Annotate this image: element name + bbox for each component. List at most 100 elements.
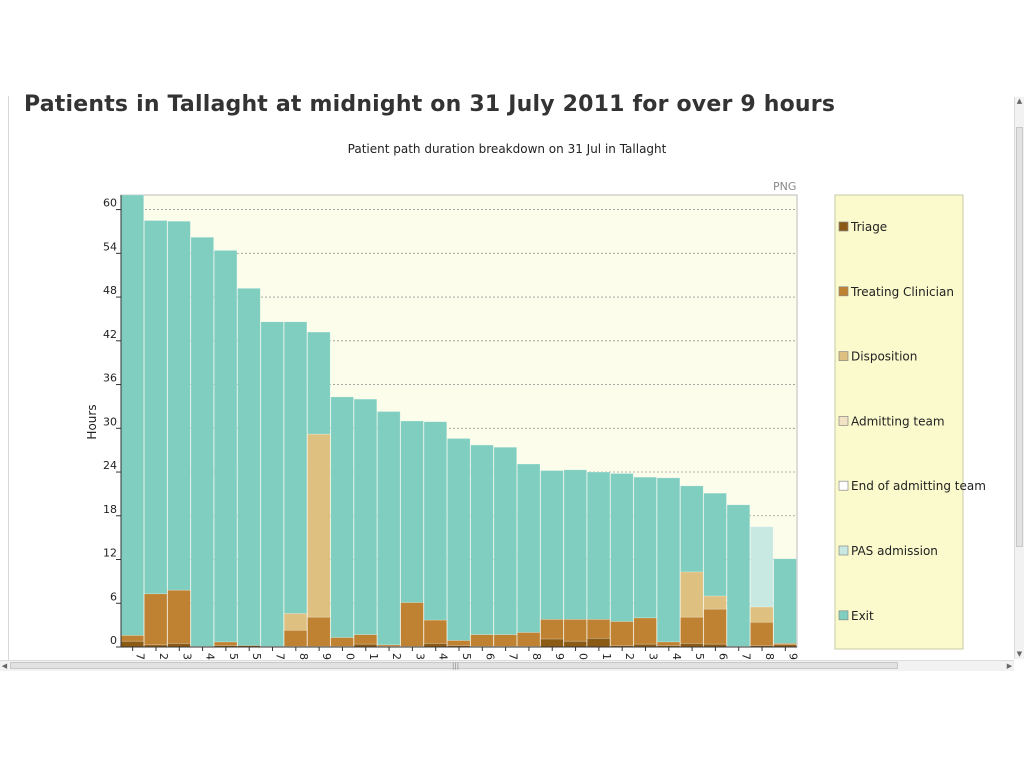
bar-segment-exit[interactable] bbox=[470, 444, 494, 635]
bar-segment-exit[interactable] bbox=[656, 477, 681, 643]
bar-segment-treating-clinician[interactable] bbox=[353, 634, 378, 645]
bar-segment-exit[interactable] bbox=[237, 288, 261, 646]
bar-segment-exit[interactable] bbox=[773, 558, 797, 644]
y-tick-label: 42 bbox=[103, 328, 117, 341]
x-tick-label: 4 bbox=[670, 653, 683, 660]
horizontal-scroll-thumb[interactable] bbox=[10, 662, 898, 669]
bar-segment-exit[interactable] bbox=[493, 446, 517, 635]
bar-segment-disposition[interactable] bbox=[680, 571, 704, 618]
bar-segment-exit[interactable] bbox=[586, 471, 611, 620]
x-tick-label: 8 bbox=[530, 653, 543, 660]
legend-swatch bbox=[838, 221, 849, 232]
bar-segment-treating-clinician[interactable] bbox=[656, 641, 681, 646]
bar-segment-treating-clinician[interactable] bbox=[633, 617, 657, 645]
bar-segment-exit[interactable] bbox=[563, 469, 587, 620]
x-tick-label: 7 bbox=[740, 653, 753, 660]
bar-segment-exit[interactable] bbox=[377, 411, 401, 646]
y-tick-label: 6 bbox=[110, 590, 117, 603]
bar-segment-exit[interactable] bbox=[516, 463, 541, 633]
x-tick-label: 2 bbox=[623, 653, 636, 660]
x-tick-label: 4 bbox=[437, 653, 450, 660]
bar-segment-treating-clinician[interactable] bbox=[516, 632, 541, 647]
bar-segment-treating-clinician[interactable] bbox=[470, 634, 494, 647]
bar-segment-treating-clinician[interactable] bbox=[144, 593, 168, 646]
bar-segment-treating-clinician[interactable] bbox=[447, 640, 471, 646]
x-tick-label: 9 bbox=[553, 653, 566, 660]
bar-segment-exit[interactable] bbox=[353, 398, 378, 635]
vertical-scrollbar[interactable]: ▲ ▼ bbox=[1014, 97, 1024, 659]
legend-swatch bbox=[838, 610, 849, 621]
bar-segment-treating-clinician[interactable] bbox=[423, 619, 448, 644]
scroll-up-icon[interactable]: ▲ bbox=[1016, 97, 1023, 105]
bar-segment-exit[interactable] bbox=[680, 485, 704, 573]
bar-segment-exit[interactable] bbox=[447, 438, 471, 641]
x-tick-label: 3 bbox=[413, 653, 426, 660]
png-export-link[interactable]: PNG bbox=[773, 180, 797, 193]
bar-segment-exit[interactable] bbox=[610, 473, 634, 622]
bar-segment-exit[interactable] bbox=[726, 504, 751, 647]
bar-segment-triage[interactable] bbox=[120, 640, 145, 648]
legend-label: PAS admission bbox=[851, 544, 938, 558]
bar-segment-disposition[interactable] bbox=[750, 606, 774, 623]
bar-segment-triage[interactable] bbox=[540, 638, 564, 648]
bar-segment-treating-clinician[interactable] bbox=[703, 608, 727, 645]
bar-segment-treating-clinician[interactable] bbox=[400, 602, 424, 647]
x-tick-label: 7 bbox=[274, 653, 287, 660]
bar-segment-treating-clinician[interactable] bbox=[540, 618, 564, 640]
bar-segment-treating-clinician[interactable] bbox=[493, 634, 517, 647]
horizontal-scrollbar[interactable]: ◀ ||| ▶ bbox=[0, 660, 1014, 671]
bar-segment-triage[interactable] bbox=[563, 640, 587, 648]
scroll-down-icon[interactable]: ▼ bbox=[1016, 650, 1023, 658]
bar-segment-treating-clinician[interactable] bbox=[167, 589, 191, 644]
y-tick-label: 24 bbox=[103, 459, 117, 472]
bar-segment-treating-clinician[interactable] bbox=[610, 621, 634, 646]
bar-segment-exit[interactable] bbox=[307, 331, 331, 435]
bar-segment-exit[interactable] bbox=[283, 321, 308, 614]
x-tick-label: 6 bbox=[483, 653, 496, 660]
bar-segment-exit[interactable] bbox=[633, 476, 657, 619]
bar-segment-exit[interactable] bbox=[167, 220, 191, 591]
x-tick-label: 5 bbox=[227, 653, 240, 660]
scroll-left-icon[interactable]: ◀ bbox=[1, 662, 8, 670]
bar-segment-exit[interactable] bbox=[423, 421, 448, 621]
bar-segment-disposition[interactable] bbox=[307, 433, 331, 618]
y-tick-label: 30 bbox=[103, 415, 117, 428]
bar-segment-exit[interactable] bbox=[213, 250, 238, 643]
legend-label: Admitting team bbox=[851, 414, 945, 428]
legend-swatch bbox=[838, 416, 849, 426]
bar-segment-treating-clinician[interactable] bbox=[680, 616, 704, 644]
y-tick-label: 48 bbox=[103, 284, 117, 297]
bar-segment-treating-clinician[interactable] bbox=[750, 621, 774, 646]
bar-segment-disposition[interactable] bbox=[703, 595, 727, 610]
x-tick-label: 0 bbox=[577, 653, 590, 660]
bar-segment-treating-clinician[interactable] bbox=[586, 618, 611, 639]
x-tick-label: 0 bbox=[343, 653, 356, 660]
bar-segment-exit[interactable] bbox=[703, 492, 727, 597]
bar-segment-exit[interactable] bbox=[330, 396, 354, 638]
bar-segment-pas-admission[interactable] bbox=[750, 526, 774, 608]
bar-segment-treating-clinician[interactable] bbox=[307, 616, 331, 647]
x-tick-label: 2 bbox=[390, 653, 403, 660]
x-tick-label: 9 bbox=[786, 653, 799, 660]
bar-segment-exit[interactable] bbox=[120, 194, 145, 636]
bar-segment-triage[interactable] bbox=[586, 637, 611, 648]
x-tick-label: 1 bbox=[367, 653, 380, 660]
bar-segment-treating-clinician[interactable] bbox=[283, 629, 308, 647]
vertical-scroll-thumb[interactable] bbox=[1016, 127, 1023, 547]
bar-segment-triage[interactable] bbox=[167, 643, 191, 648]
scroll-right-icon[interactable]: ▶ bbox=[1006, 662, 1013, 670]
bar-segment-treating-clinician[interactable] bbox=[330, 637, 354, 647]
bar-segment-treating-clinician[interactable] bbox=[120, 635, 145, 642]
bar-segment-triage[interactable] bbox=[680, 643, 704, 648]
bar-segment-treating-clinician[interactable] bbox=[213, 641, 238, 646]
bar-segment-exit[interactable] bbox=[144, 220, 168, 595]
legend-box bbox=[834, 194, 964, 650]
bar-segment-treating-clinician[interactable] bbox=[563, 618, 587, 642]
bar-segment-triage[interactable] bbox=[423, 643, 448, 648]
bar-segment-exit[interactable] bbox=[540, 470, 564, 620]
bar-segment-exit[interactable] bbox=[400, 420, 424, 603]
bar-segment-exit[interactable] bbox=[260, 321, 284, 647]
bar-segment-disposition[interactable] bbox=[283, 613, 308, 631]
bar-segment-exit[interactable] bbox=[190, 236, 214, 647]
